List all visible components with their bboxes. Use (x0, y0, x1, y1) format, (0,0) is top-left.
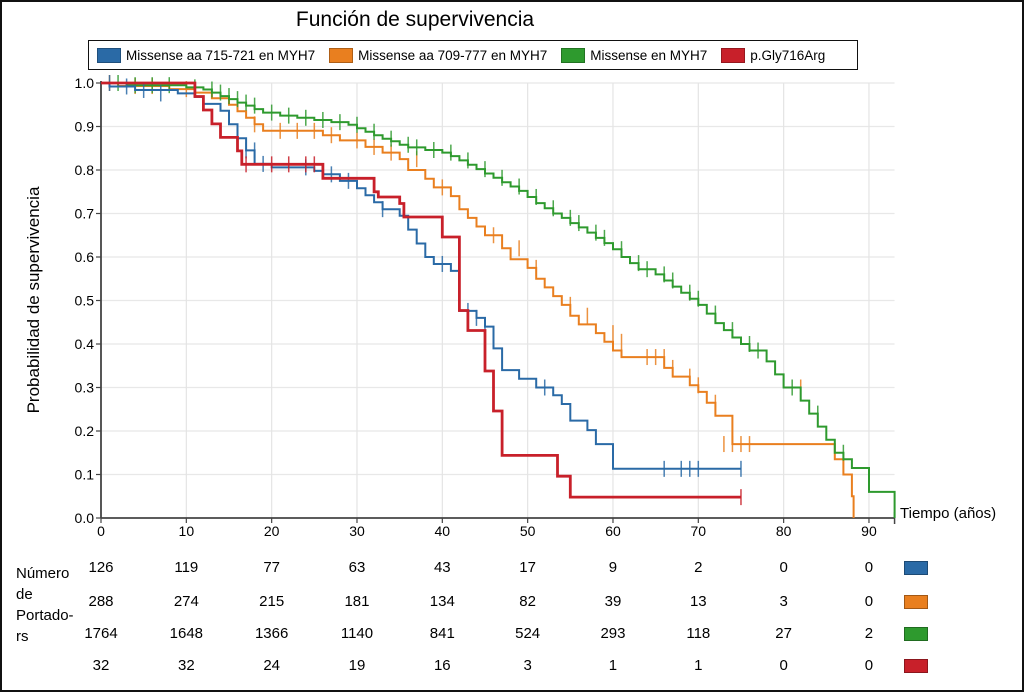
grid (101, 82, 895, 518)
legend: Missense aa 715-721 en MYH7 Missense aa … (88, 40, 858, 70)
risk-count: 524 (515, 625, 540, 642)
risk-count: 1 (694, 657, 702, 674)
risk-count: 0 (779, 657, 787, 674)
risk-swatch-green (904, 627, 928, 641)
risk-swatch-orange (904, 595, 928, 609)
risk-swatch-blue (904, 561, 928, 575)
risk-count: 3 (779, 593, 787, 610)
risk-count: 288 (88, 593, 113, 610)
risk-count: 63 (349, 559, 366, 576)
risk-count: 1140 (341, 625, 373, 642)
y-tick-label: 0.8 (75, 162, 95, 178)
x-tick-label: 10 (179, 523, 195, 539)
x-tick-label: 90 (861, 523, 877, 539)
x-tick-label: 80 (776, 523, 792, 539)
risk-count: 39 (605, 593, 622, 610)
x-tick-label: 20 (264, 523, 280, 539)
risk-count: 77 (263, 559, 280, 576)
y-tick-label: 0.4 (75, 336, 95, 352)
risk-count: 0 (779, 559, 787, 576)
risk-label-line: Portado- (16, 607, 74, 624)
risk-count: 841 (430, 625, 455, 642)
risk-count: 32 (93, 657, 110, 674)
y-tick-label: 0.3 (75, 380, 95, 396)
legend-label: Missense en MYH7 (590, 47, 708, 63)
risk-count: 3 (523, 657, 531, 674)
x-tick-label: 70 (691, 523, 707, 539)
x-axis-label: Tiempo (años) (900, 505, 997, 522)
curves (101, 75, 896, 518)
risk-count: 1764 (84, 625, 117, 642)
risk-count: 9 (609, 559, 617, 576)
legend-swatch-green (561, 47, 586, 63)
risk-count: 293 (600, 625, 625, 642)
y-tick-label: 0.5 (75, 293, 95, 309)
tick-labels: 0.0 0.1 0.2 0.3 0.4 0.5 0.6 0.7 0.8 0.9 1.0 0 10 20 30… (75, 75, 877, 539)
chart-title: Función de supervivencia (295, 8, 535, 31)
legend-item-715-721: Missense aa 715-721 en MYH7 (97, 47, 316, 63)
risk-count: 2 (694, 559, 702, 576)
legend-item-709-777: Missense aa 709-777 en MYH7 (329, 47, 548, 63)
y-tick-label: 0.2 (75, 423, 95, 439)
risk-count: 1648 (170, 625, 203, 642)
risk-count: 181 (344, 593, 369, 610)
x-tick-label: 60 (605, 523, 621, 539)
risk-count: 134 (430, 593, 455, 610)
legend-label: p.Gly716Arg (750, 47, 826, 63)
risk-label-line: rs (16, 628, 29, 645)
risk-table-label: Número de Portado- rs (16, 563, 74, 647)
risk-count: 13 (690, 593, 707, 610)
y-tick-label: 0.0 (75, 510, 95, 526)
risk-count: 2 (865, 625, 873, 642)
risk-count: 1 (609, 657, 617, 674)
risk-count: 1366 (255, 625, 288, 642)
legend-item-gly716arg: p.Gly716Arg (721, 47, 826, 63)
risk-count: 215 (259, 593, 284, 610)
risk-count: 126 (88, 559, 113, 576)
risk-count: 19 (349, 657, 366, 674)
legend-label: Missense aa 709-777 en MYH7 (358, 47, 548, 63)
y-tick-label: 1.0 (75, 75, 95, 91)
risk-swatch-red (904, 659, 928, 673)
x-tick-label: 40 (435, 523, 451, 539)
legend-item-missense: Missense en MYH7 (561, 47, 708, 63)
risk-count: 274 (174, 593, 199, 610)
y-tick-label: 0.6 (75, 249, 95, 265)
risk-count: 0 (865, 593, 873, 610)
risk-count: 27 (775, 625, 792, 642)
risk-count: 0 (865, 657, 873, 674)
survival-curve-3 (101, 81, 741, 499)
legend-label: Missense aa 715-721 en MYH7 (126, 47, 316, 63)
legend-swatch-blue (97, 47, 121, 63)
y-tick-label: 0.1 (75, 467, 95, 483)
x-tick-label: 30 (349, 523, 365, 539)
risk-label-line: Número (16, 565, 70, 582)
legend-swatch-red (721, 47, 746, 63)
risk-count: 0 (865, 559, 873, 576)
x-tick-label: 0 (97, 523, 105, 539)
legend-swatch-orange (329, 47, 354, 63)
x-tick-label: 50 (520, 523, 536, 539)
risk-count: 17 (519, 559, 536, 576)
survival-curve-2 (101, 82, 896, 518)
risk-count: 32 (178, 657, 195, 674)
survival-curve-0 (101, 82, 741, 470)
risk-count: 118 (686, 625, 710, 642)
y-tick-label: 0.9 (75, 119, 95, 135)
risk-count: 24 (263, 657, 280, 674)
y-tick-label: 0.7 (75, 206, 95, 222)
risk-count: 43 (434, 559, 451, 576)
risk-label-line: de (16, 586, 33, 603)
axes (96, 81, 896, 524)
risk-count: 16 (434, 657, 451, 674)
risk-count: 119 (174, 559, 198, 576)
risk-count: 82 (519, 593, 536, 610)
